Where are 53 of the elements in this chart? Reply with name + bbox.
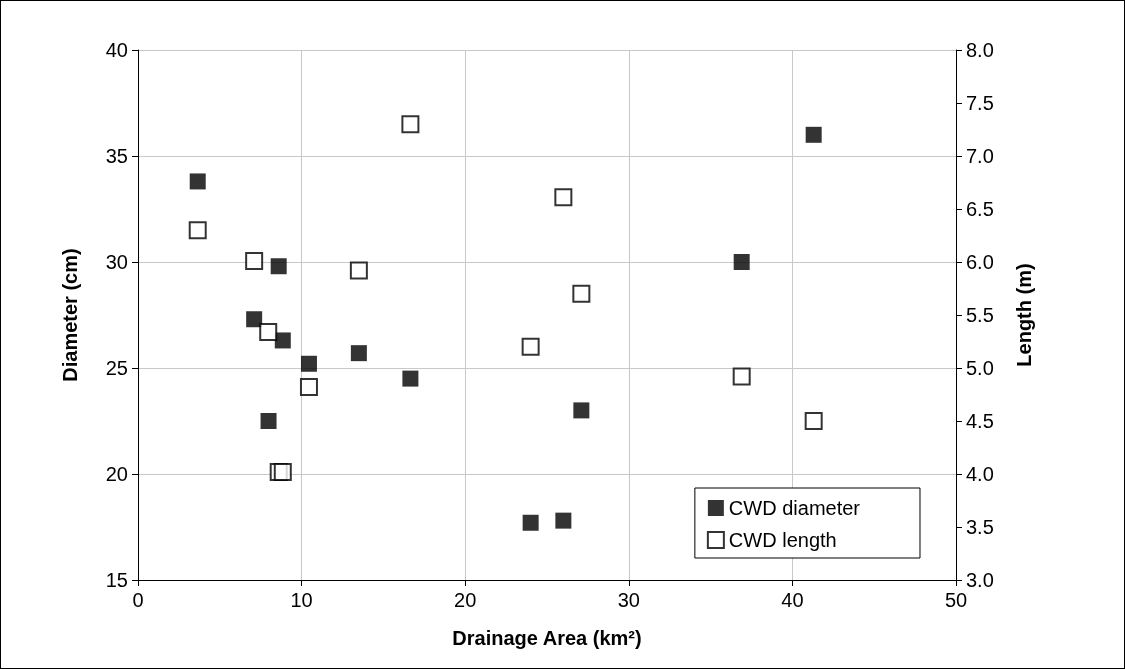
point bbox=[350, 345, 367, 362]
y2-tick-label: 6.0 bbox=[966, 251, 994, 273]
x-tick-label: 30 bbox=[617, 589, 640, 611]
point bbox=[246, 311, 263, 328]
y-tick-label: 35 bbox=[105, 145, 128, 167]
point bbox=[259, 322, 278, 341]
point bbox=[572, 284, 591, 303]
x-tick-label: 50 bbox=[944, 589, 968, 611]
point bbox=[522, 514, 539, 531]
point bbox=[260, 413, 277, 429]
y2-tick-label: 7.0 bbox=[966, 145, 994, 167]
point bbox=[245, 251, 264, 270]
point bbox=[733, 254, 750, 270]
legend-label: CWD diameter bbox=[728, 497, 861, 519]
x-tick-label: 20 bbox=[454, 589, 477, 611]
y2-tick-label: 3.0 bbox=[966, 569, 994, 591]
point bbox=[804, 412, 823, 430]
point bbox=[270, 258, 287, 275]
x-tick-label: 0 bbox=[132, 589, 144, 611]
y2-tick-label: 3.5 bbox=[966, 516, 994, 538]
y2-tick-label: 8.0 bbox=[966, 39, 994, 61]
point bbox=[273, 462, 292, 481]
point bbox=[300, 355, 317, 372]
y2-tick-label: 5.5 bbox=[966, 304, 994, 326]
y-tick-label: 15 bbox=[105, 569, 128, 591]
y2-tick-label: 7.5 bbox=[966, 92, 994, 114]
point bbox=[732, 367, 751, 386]
point bbox=[521, 337, 540, 356]
legend-label: CWD length bbox=[728, 529, 837, 551]
x-axis-title: Drainage Area (km²) bbox=[452, 627, 642, 649]
y-axis-title: Diameter (cm) bbox=[59, 248, 81, 382]
x-tick-label: 40 bbox=[781, 589, 804, 611]
y2-tick-label: 6.5 bbox=[966, 198, 994, 220]
y-tick-label: 40 bbox=[105, 39, 128, 61]
point bbox=[805, 126, 822, 143]
point bbox=[402, 370, 419, 387]
point bbox=[401, 115, 420, 134]
y2-axis-title: Length (m) bbox=[1013, 263, 1035, 367]
point bbox=[299, 378, 318, 397]
x-tick-label: 10 bbox=[290, 589, 313, 611]
point bbox=[349, 261, 368, 280]
point bbox=[274, 332, 291, 349]
point bbox=[573, 402, 590, 419]
y2-tick-label: 5.0 bbox=[966, 357, 994, 379]
point bbox=[189, 173, 206, 190]
y-tick-label: 25 bbox=[105, 357, 128, 379]
y2-tick-label: 4.5 bbox=[966, 410, 994, 432]
y-tick-label: 30 bbox=[105, 251, 128, 273]
y-tick-label: 20 bbox=[105, 463, 128, 485]
y2-tick-label: 4.0 bbox=[966, 463, 994, 485]
point bbox=[554, 188, 573, 207]
point bbox=[188, 221, 207, 240]
point bbox=[555, 512, 572, 529]
